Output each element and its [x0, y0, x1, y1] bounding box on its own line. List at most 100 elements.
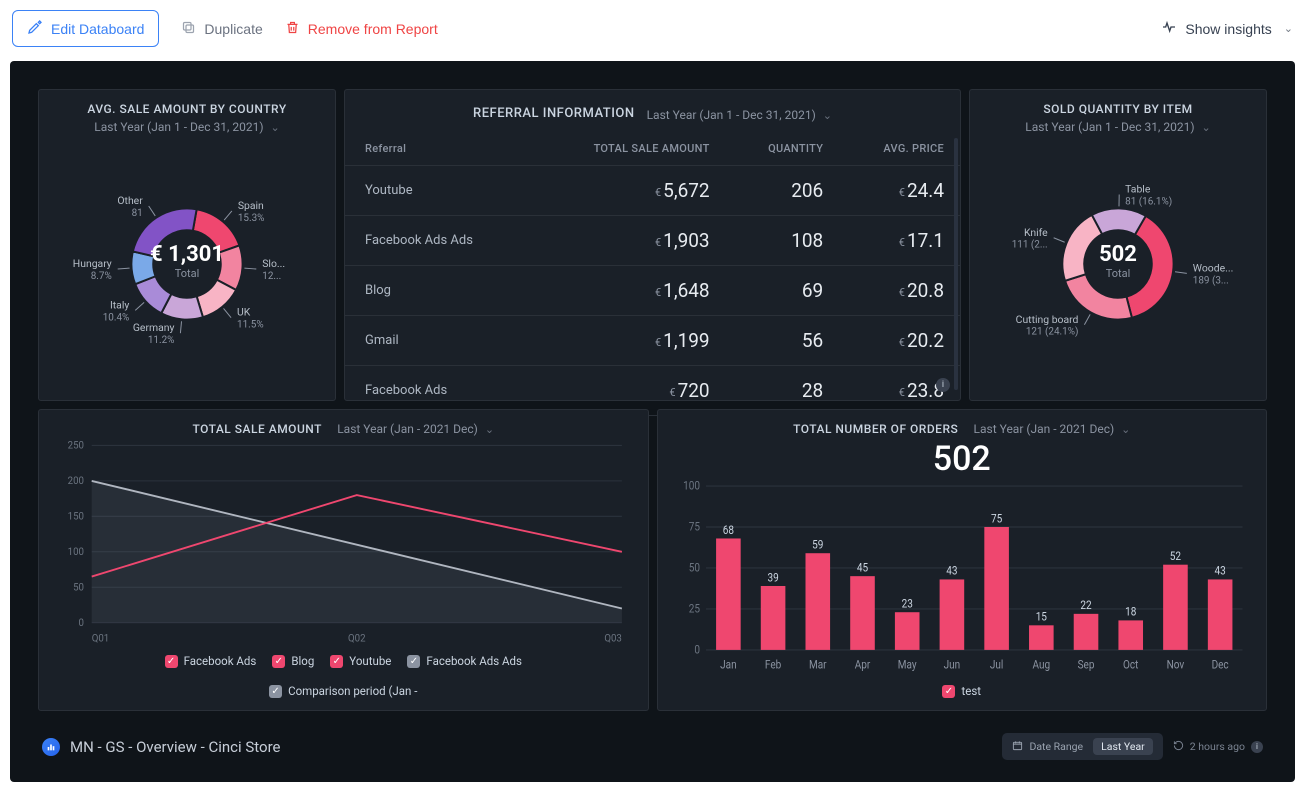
card-items: SOLD QUANTITY BY ITEM Last Year (Jan 1 -… — [969, 89, 1267, 401]
bar[interactable] — [760, 586, 785, 650]
date-range-dropdown[interactable]: Last Year (Jan 1 - Dec 31, 2021) ⌄ — [647, 108, 832, 122]
bar-month: Sep — [1077, 658, 1094, 672]
refresh-icon — [1173, 740, 1184, 754]
donut-sublabel: 15.3% — [238, 213, 265, 224]
y-tick: 250 — [68, 440, 85, 451]
bar[interactable] — [939, 579, 964, 649]
bar-month: Jul — [989, 658, 1002, 672]
donut-slice[interactable] — [1092, 208, 1146, 234]
bar-month: Feb — [764, 658, 780, 672]
duplicate-label: Duplicate — [204, 21, 262, 37]
donut-label: Spain — [238, 199, 264, 212]
qty-cell: 56 — [726, 316, 840, 366]
copy-icon — [181, 20, 196, 38]
x-tick: Q01 — [92, 633, 110, 644]
bar-month: Dec — [1211, 658, 1228, 672]
donut-sublabel: 121 (24.1%) — [1026, 327, 1079, 338]
y-tick: 0 — [694, 643, 700, 657]
donut-sublabel: 189 (3... — [1193, 275, 1229, 286]
y-tick: 0 — [79, 618, 85, 629]
col-header: QUANTITY — [726, 132, 840, 166]
info-icon[interactable]: i — [936, 378, 950, 392]
board-footer: MN - GS - Overview - Cinci Store Date Ra… — [20, 719, 1285, 770]
scrollbar[interactable] — [954, 138, 958, 390]
card-title: AVG. SALE AMOUNT BY COUNTRY — [53, 102, 321, 116]
checkbox-icon: ✓ — [407, 655, 420, 668]
bar-value: 45 — [856, 561, 867, 575]
date-range-dropdown[interactable]: Last Year (Jan - 2021 Dec) ⌄ — [974, 422, 1131, 436]
legend-item[interactable]: ✓Comparison period (Jan - — [53, 684, 634, 698]
show-insights-button[interactable]: Show insights ⌄ — [1161, 19, 1293, 38]
remove-button[interactable]: Remove from Report — [285, 20, 438, 38]
bar[interactable] — [850, 576, 875, 650]
bar[interactable] — [984, 527, 1009, 650]
donut-label: Slo... — [262, 257, 285, 270]
date-range-dropdown[interactable]: Last Year (Jan 1 - Dec 31, 2021) ⌄ — [53, 120, 321, 134]
bar[interactable] — [805, 553, 830, 650]
donut-label: Cutting board — [1016, 313, 1079, 326]
referral-name: Gmail — [345, 316, 533, 366]
bar-month: May — [897, 658, 917, 672]
calendar-icon — [1012, 740, 1023, 754]
bar-value: 22 — [1080, 598, 1091, 612]
referral-name: Blog — [345, 266, 533, 316]
qty-cell: 108 — [726, 216, 840, 266]
card-title: TOTAL SALE AMOUNT — [192, 422, 322, 436]
bar-month: Jan — [720, 658, 736, 672]
table-row[interactable]: Blog €1,648 69 €20.8 — [345, 266, 960, 316]
legend: ✓test — [672, 684, 1253, 698]
donut-label: UK — [237, 306, 251, 319]
bar-value: 43 — [946, 564, 957, 578]
bar[interactable] — [1207, 579, 1232, 649]
x-tick: Q02 — [348, 633, 366, 644]
info-icon[interactable]: i — [1251, 741, 1263, 753]
donut-sublabel: 111 (2... — [1012, 240, 1048, 251]
bar[interactable] — [894, 612, 919, 650]
legend-item[interactable]: ✓Blog — [272, 654, 314, 668]
donut-label: Woode... — [1193, 261, 1234, 274]
total-cell: €1,903 — [533, 216, 726, 266]
avg-cell: €24.4 — [839, 166, 960, 216]
big-number: 502 — [672, 439, 1253, 479]
referral-name: Facebook Ads — [345, 366, 533, 416]
table-row[interactable]: Facebook Ads Ads €1,903 108 €17.1 — [345, 216, 960, 266]
donut-sublabel: 11.2% — [148, 335, 175, 346]
y-tick: 50 — [688, 561, 699, 575]
edit-databoard-button[interactable]: Edit Databoard — [12, 10, 159, 47]
donut-sublabel: 11.5% — [237, 320, 264, 331]
bar-value: 59 — [812, 538, 823, 552]
bar[interactable] — [1029, 625, 1054, 650]
legend-item[interactable]: ✓Facebook Ads Ads — [407, 654, 522, 668]
y-tick: 150 — [68, 511, 85, 522]
table-row[interactable]: Gmail €1,199 56 €20.2 — [345, 316, 960, 366]
legend-item[interactable]: ✓Youtube — [330, 654, 391, 668]
date-range-dropdown[interactable]: Last Year (Jan 1 - Dec 31, 2021) ⌄ — [984, 120, 1252, 134]
chevron-down-icon: ⌄ — [1284, 22, 1293, 35]
bar-value: 43 — [1214, 564, 1225, 578]
table-row[interactable]: Youtube €5,672 206 €24.4 — [345, 166, 960, 216]
bar-value: 68 — [722, 523, 733, 537]
referral-table: ReferralTOTAL SALE AMOUNTQUANTITYAVG. PR… — [345, 132, 960, 416]
qty-cell: 206 — [726, 166, 840, 216]
card-line: TOTAL SALE AMOUNT Last Year (Jan - 2021 … — [38, 409, 649, 711]
insights-label: Show insights — [1185, 21, 1271, 37]
date-range-pill[interactable]: Date Range Last Year — [1002, 733, 1162, 760]
tools-icon — [27, 19, 43, 38]
edit-label: Edit Databoard — [51, 21, 144, 37]
bar[interactable] — [1118, 620, 1143, 649]
checkbox-icon: ✓ — [165, 655, 178, 668]
table-row[interactable]: Facebook Ads €720 28 €23.8 — [345, 366, 960, 416]
date-range-dropdown[interactable]: Last Year (Jan - 2021 Dec) ⌄ — [337, 422, 494, 436]
duplicate-button[interactable]: Duplicate — [181, 20, 262, 38]
donut-label: Hungary — [73, 257, 112, 270]
bar-month: Nov — [1166, 658, 1184, 672]
bar[interactable] — [1163, 565, 1188, 650]
bar[interactable] — [716, 538, 741, 649]
legend-item[interactable]: ✓Facebook Ads — [165, 654, 257, 668]
donut-label: Italy — [110, 298, 129, 311]
card-title: TOTAL NUMBER OF ORDERS — [793, 422, 958, 436]
card-title: SOLD QUANTITY BY ITEM — [984, 102, 1252, 116]
bar[interactable] — [1073, 614, 1098, 650]
legend-item[interactable]: ✓test — [942, 684, 981, 698]
checkbox-icon: ✓ — [272, 655, 285, 668]
